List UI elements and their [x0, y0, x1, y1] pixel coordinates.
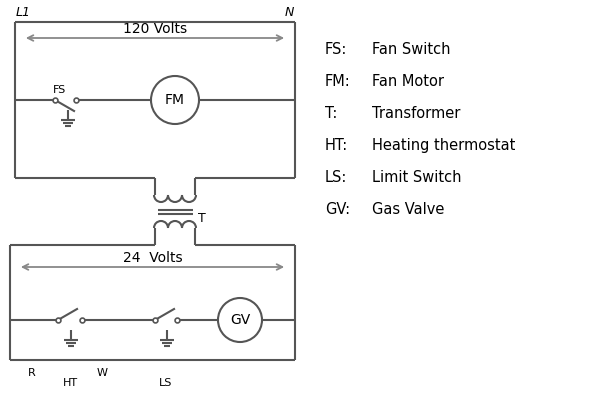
Text: Limit Switch: Limit Switch — [372, 170, 461, 185]
Text: LS:: LS: — [325, 170, 348, 185]
Text: FS: FS — [53, 85, 66, 95]
Text: Heating thermostat: Heating thermostat — [372, 138, 516, 153]
Text: Transformer: Transformer — [372, 106, 460, 121]
Text: T:: T: — [325, 106, 337, 121]
Text: 24  Volts: 24 Volts — [123, 251, 182, 265]
Text: GV:: GV: — [325, 202, 350, 217]
Text: L1: L1 — [16, 6, 31, 19]
Text: FS:: FS: — [325, 42, 348, 57]
Text: FM:: FM: — [325, 74, 350, 89]
Text: Fan Switch: Fan Switch — [372, 42, 451, 57]
Text: Gas Valve: Gas Valve — [372, 202, 444, 217]
Text: HT:: HT: — [325, 138, 348, 153]
Text: GV: GV — [230, 313, 250, 327]
Text: T: T — [198, 212, 206, 225]
Text: HT: HT — [63, 378, 77, 388]
Text: Fan Motor: Fan Motor — [372, 74, 444, 89]
Text: N: N — [284, 6, 294, 19]
Text: W: W — [97, 368, 107, 378]
Text: 120 Volts: 120 Volts — [123, 22, 187, 36]
Text: R: R — [28, 368, 36, 378]
Text: LS: LS — [159, 378, 173, 388]
Text: FM: FM — [165, 93, 185, 107]
